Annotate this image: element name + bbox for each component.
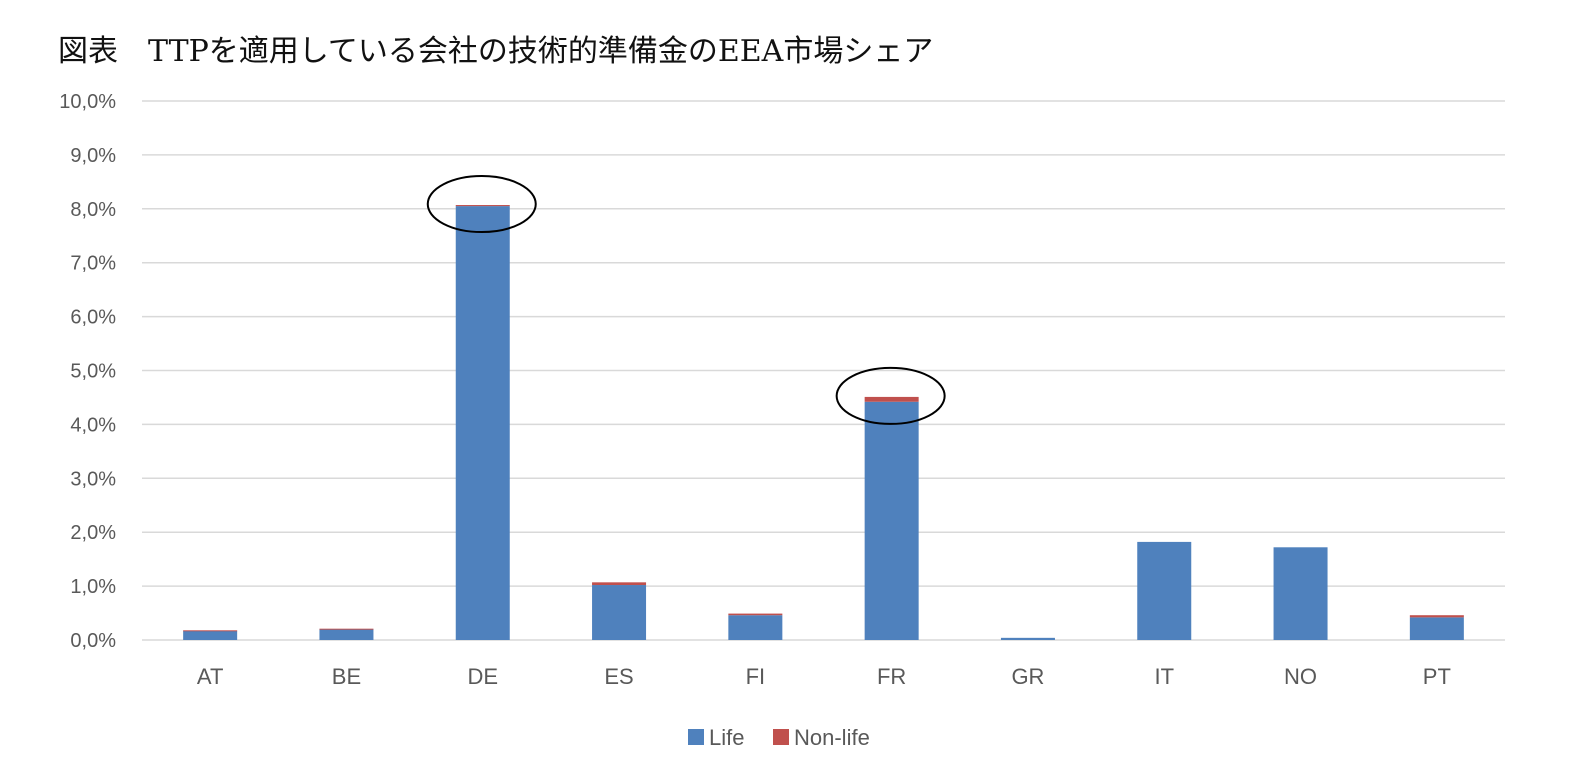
- bar-fr-life: [864, 401, 919, 640]
- chart-title: 図表 TTPを適用している会社の技術的準備金のEEA市場シェア: [58, 34, 934, 69]
- x-tick-label: IT: [1154, 664, 1174, 689]
- bars: [183, 205, 1464, 641]
- bar-at-life: [183, 630, 238, 640]
- x-tick-label: FR: [877, 664, 906, 689]
- x-axis-ticks: AT BE DE ES FI FR GR IT NO PT: [197, 664, 1451, 689]
- bar-no-life: [1273, 547, 1328, 640]
- legend: Life Non-life: [688, 725, 870, 750]
- bar-at-non-life: [183, 630, 238, 632]
- y-tick-label: 9,0%: [70, 145, 116, 167]
- annotations: [426, 175, 946, 425]
- y-tick-label: 10,0%: [59, 91, 116, 113]
- legend-swatch-life: [688, 729, 704, 745]
- y-tick-label: 8,0%: [70, 199, 116, 221]
- bar-de-non-life: [455, 205, 510, 207]
- y-tick-label: 5,0%: [70, 361, 116, 383]
- y-tick-label: 7,0%: [70, 253, 116, 275]
- bar-be-life: [319, 629, 374, 640]
- x-tick-label: NO: [1284, 664, 1317, 689]
- y-tick-label: 3,0%: [70, 468, 116, 490]
- x-tick-label: AT: [197, 664, 223, 689]
- y-tick-label: 6,0%: [70, 307, 116, 329]
- bar-es-life: [592, 585, 647, 640]
- x-tick-label: BE: [332, 664, 361, 689]
- x-tick-label: DE: [467, 664, 498, 689]
- x-tick-label: PT: [1423, 664, 1451, 689]
- y-axis-ticks: 0,0% 1,0% 2,0% 3,0% 4,0% 5,0% 6,0% 7,0% 8,0% 9,0%…: [59, 91, 116, 652]
- x-tick-label: FI: [746, 664, 766, 689]
- bar-fi-life: [728, 615, 783, 640]
- bar-fr-non-life: [864, 396, 919, 402]
- bar-pt-non-life: [1409, 615, 1464, 618]
- bar-it-life: [1137, 541, 1192, 640]
- bar-de-life: [455, 206, 510, 641]
- legend-swatch-non-life: [773, 729, 789, 745]
- x-tick-label: GR: [1011, 664, 1044, 689]
- y-tick-label: 4,0%: [70, 414, 116, 436]
- bar-be-non-life: [319, 628, 374, 630]
- highlight-ellipse-fr: [835, 366, 946, 425]
- highlight-ellipse-de: [426, 175, 537, 234]
- x-tick-label: ES: [604, 664, 633, 689]
- bar-pt-life: [1409, 617, 1464, 640]
- bar-es-non-life: [592, 582, 647, 586]
- bar-gr-life: [1000, 637, 1055, 640]
- y-tick-label: 0,0%: [70, 630, 116, 652]
- legend-label: Life: [709, 725, 744, 750]
- y-tick-label: 1,0%: [70, 576, 116, 598]
- y-tick-label: 2,0%: [70, 522, 116, 544]
- gridlines: [142, 100, 1505, 641]
- legend-label: Non-life: [794, 725, 870, 750]
- bar-fi-non-life: [728, 613, 783, 616]
